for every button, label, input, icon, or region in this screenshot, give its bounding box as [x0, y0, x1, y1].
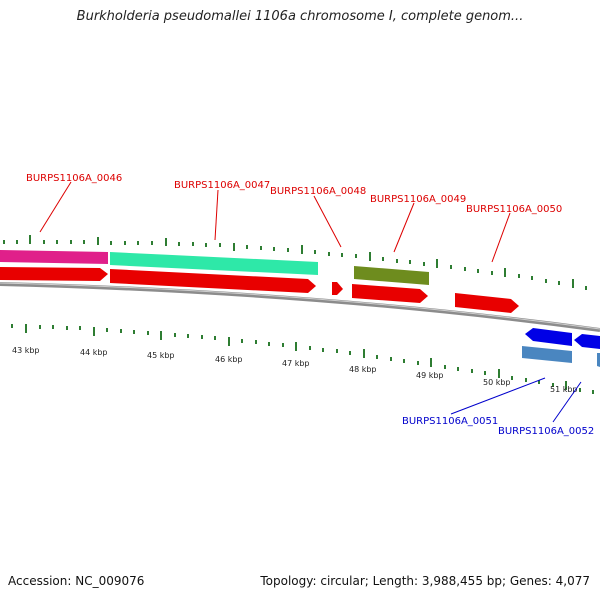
cds-0048-arrow[interactable] [332, 282, 343, 295]
gene-label-0051[interactable]: BURPS1106A_0051 [402, 416, 498, 427]
gene-0052-arrow[interactable] [574, 334, 600, 349]
kbp-label: 51 kbp [550, 385, 578, 394]
cds-0049-arrow[interactable] [352, 284, 428, 303]
kbp-label: 48 kbp [349, 365, 377, 374]
cds-0046-arrow[interactable] [0, 267, 108, 281]
kbp-label: 44 kbp [80, 348, 108, 357]
leader-line-0048 [313, 195, 342, 248]
gene-0052-feature[interactable] [597, 353, 600, 367]
leader-line-0049 [393, 202, 415, 253]
gene-0051-arrow[interactable] [525, 328, 572, 346]
kbp-label: 45 kbp [147, 351, 175, 360]
gene-label-0048[interactable]: BURPS1106A_0048 [270, 186, 366, 197]
forward-gene-labels: BURPS1106A_0046 BURPS1106A_0047 BURPS110… [26, 173, 562, 263]
leader-line-0052 [552, 381, 582, 423]
kbp-label: 43 kbp [12, 346, 40, 355]
upper-tick-row [3, 235, 587, 290]
gene-0047-feature[interactable] [110, 252, 318, 275]
leader-line-0047 [214, 189, 219, 241]
reverse-gene-labels: BURPS1106A_0051 BURPS1106A_0052 [402, 377, 594, 437]
gene-label-0049[interactable]: BURPS1106A_0049 [370, 194, 466, 205]
gene-label-0047[interactable]: BURPS1106A_0047 [174, 180, 270, 191]
cds-0050-arrow[interactable] [455, 293, 519, 313]
kbp-scale: 43 kbp 44 kbp 45 kbp 46 kbp 47 kbp 48 kb… [12, 346, 578, 394]
leader-line-0046 [39, 181, 72, 233]
topology-text: Topology: circular; Length: 3,988,455 bp… [260, 574, 590, 588]
gene-label-0046[interactable]: BURPS1106A_0046 [26, 173, 122, 184]
kbp-label: 47 kbp [282, 359, 310, 368]
chromosome-backbone [0, 282, 600, 332]
kbp-label: 46 kbp [215, 355, 243, 364]
chromosome-backbone-highlight [0, 282, 600, 330]
gene-label-0050[interactable]: BURPS1106A_0050 [466, 204, 562, 215]
lower-tick-row [11, 324, 594, 394]
gene-0051-feature[interactable] [522, 346, 572, 363]
map-title: Burkholderia pseudomallei 1106a chromoso… [76, 9, 524, 24]
gene-0049-feature[interactable] [354, 266, 429, 285]
leader-line-0051 [450, 377, 546, 415]
cds-0047-arrow[interactable] [110, 269, 316, 293]
kbp-label: 49 kbp [416, 371, 444, 380]
accession-text: Accession: NC_009076 [8, 574, 145, 588]
gene-label-0052[interactable]: BURPS1106A_0052 [498, 426, 594, 437]
gene-0046-feature[interactable] [0, 250, 108, 264]
kbp-label: 50 kbp [483, 378, 511, 387]
leader-line-0050 [491, 212, 511, 263]
